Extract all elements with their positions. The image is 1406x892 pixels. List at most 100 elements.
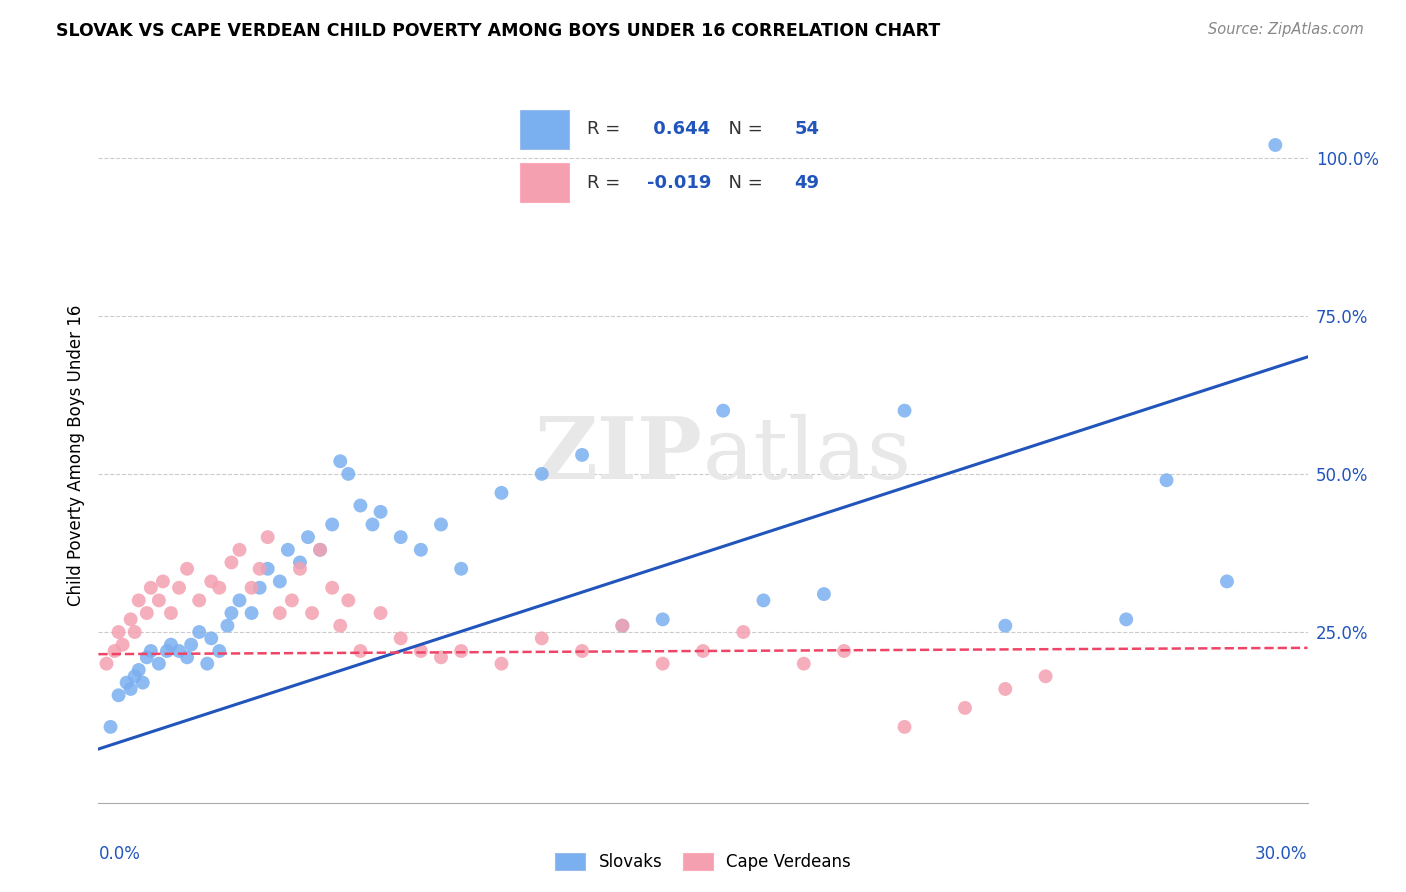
Point (893, 403, 915, 417)
Point (337, 593, 360, 607)
Point (167, 644, 190, 658)
Point (450, 644, 472, 658)
Text: Source: ZipAtlas.com: Source: ZipAtlas.com (1208, 22, 1364, 37)
Point (208, 644, 231, 658)
Point (180, 638, 202, 652)
Point (115, 675, 138, 690)
Point (1216, 574, 1239, 589)
Point (139, 644, 162, 658)
Text: 0.644: 0.644 (647, 120, 710, 138)
Point (813, 587, 835, 601)
Point (733, 625, 755, 640)
Text: 30.0%: 30.0% (1256, 845, 1308, 863)
Point (832, 644, 855, 658)
Point (409, 644, 432, 658)
Point (139, 581, 162, 595)
Text: atlas: atlas (703, 413, 912, 497)
Point (281, 593, 304, 607)
Point (711, 403, 734, 417)
Point (152, 574, 174, 589)
Text: ZIP: ZIP (536, 413, 703, 497)
Point (148, 593, 170, 607)
Point (450, 562, 472, 576)
Point (994, 681, 1017, 696)
Point (217, 618, 239, 632)
Point (288, 562, 311, 576)
Point (612, 618, 634, 632)
Point (893, 720, 915, 734)
Point (111, 638, 134, 652)
Point (188, 593, 211, 607)
Point (430, 517, 453, 532)
FancyBboxPatch shape (520, 163, 569, 202)
Point (156, 644, 179, 658)
Point (103, 644, 125, 658)
Point (953, 701, 976, 715)
Point (124, 669, 146, 683)
Point (269, 574, 291, 589)
Point (188, 625, 211, 640)
Point (389, 530, 412, 544)
Point (329, 618, 352, 632)
Point (167, 581, 190, 595)
Text: -0.019: -0.019 (647, 174, 711, 192)
Point (221, 606, 243, 620)
Point (135, 650, 157, 665)
Point (148, 657, 170, 671)
Point (530, 467, 553, 481)
Point (228, 593, 250, 607)
Point (120, 681, 142, 696)
Point (349, 644, 371, 658)
Point (96, 657, 118, 671)
Point (389, 632, 412, 646)
Point (124, 625, 146, 640)
Point (370, 606, 392, 620)
Point (309, 542, 332, 557)
Text: R =: R = (588, 174, 626, 192)
Point (249, 562, 271, 576)
Point (240, 606, 263, 620)
Point (256, 530, 278, 544)
Point (221, 556, 243, 570)
Point (530, 632, 553, 646)
Point (288, 556, 311, 570)
Point (120, 612, 142, 626)
Point (208, 581, 231, 595)
Point (132, 675, 155, 690)
FancyBboxPatch shape (520, 110, 569, 149)
Text: N =: N = (717, 174, 769, 192)
Point (228, 542, 250, 557)
Point (100, 720, 122, 734)
Point (752, 593, 775, 607)
Point (309, 542, 332, 557)
Point (361, 517, 384, 532)
Point (128, 593, 150, 607)
Point (337, 467, 360, 481)
Text: 54: 54 (794, 120, 820, 138)
Point (200, 632, 222, 646)
Text: 49: 49 (794, 174, 820, 192)
Point (256, 562, 278, 576)
Point (651, 657, 673, 671)
Point (277, 542, 299, 557)
Point (269, 606, 291, 620)
Point (409, 542, 432, 557)
Point (994, 618, 1017, 632)
Text: 0.0%: 0.0% (98, 845, 141, 863)
Point (1115, 612, 1137, 626)
Point (297, 530, 319, 544)
Point (200, 574, 222, 589)
Point (430, 650, 453, 665)
Point (491, 486, 513, 500)
Point (321, 581, 343, 595)
Point (1156, 473, 1178, 487)
Text: N =: N = (717, 120, 769, 138)
Y-axis label: Child Poverty Among Boys Under 16: Child Poverty Among Boys Under 16 (66, 304, 84, 606)
Point (160, 606, 183, 620)
Point (176, 562, 198, 576)
Point (107, 625, 129, 640)
Point (349, 499, 371, 513)
Legend: Slovaks, Cape Verdeans: Slovaks, Cape Verdeans (548, 847, 858, 878)
Point (176, 650, 198, 665)
Point (491, 657, 513, 671)
